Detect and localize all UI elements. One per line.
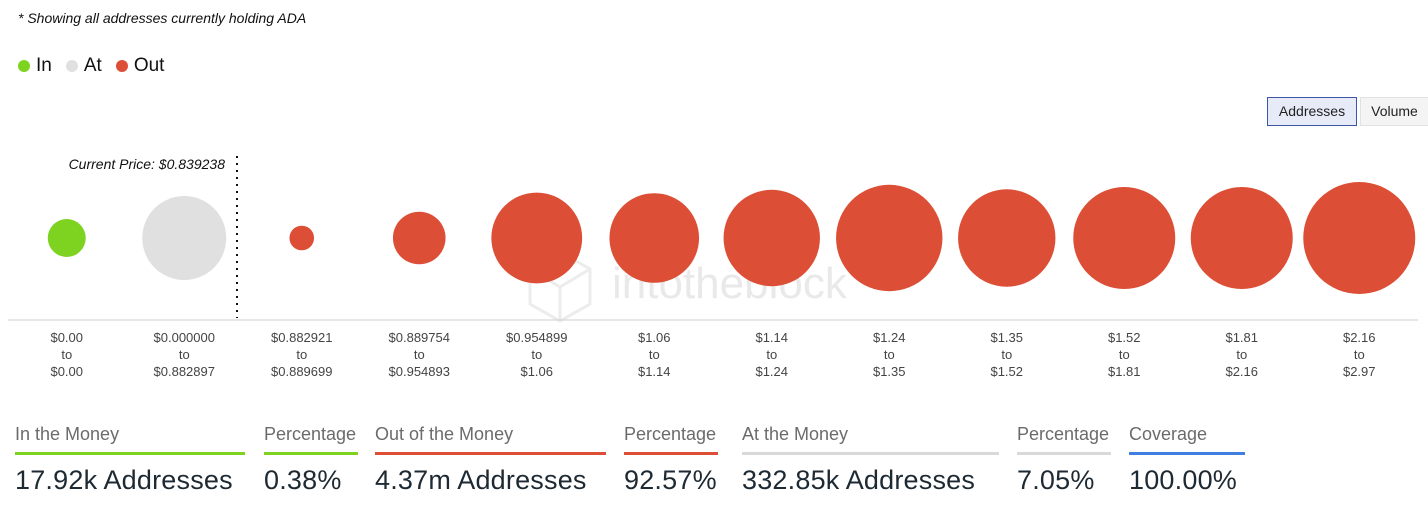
legend-in-dot [18, 60, 30, 72]
x-tick-label-1-1: to [179, 347, 190, 362]
bubble-at-1[interactable] [142, 196, 227, 280]
legend-at-label: At [83, 55, 102, 76]
x-tick-label-0-0: $0.00 [50, 330, 83, 345]
stat-in-the-money: In the Money 17.92k Addresses [15, 424, 245, 496]
stat-out-of-the-money-value: 4.37m Addresses [375, 465, 587, 495]
bubble-out-10[interactable] [1190, 187, 1293, 289]
x-tick-label-3-0: $0.889754 [389, 330, 450, 345]
iomap-bubble-chart: intotheblock Current Price: $0.839238 $0… [8, 156, 1418, 379]
bubble-in-0[interactable] [47, 219, 86, 257]
x-tick-label-6-0: $1.14 [755, 330, 788, 345]
x-tick-label-8-2: $1.52 [990, 364, 1023, 379]
bubble-out-5[interactable] [609, 193, 700, 283]
stat-in-the-money-label: In the Money [15, 424, 245, 455]
x-tick-label-1-0: $0.000000 [154, 330, 215, 345]
bubble-out-6[interactable] [723, 189, 820, 287]
x-tick-label-5-2: $1.14 [638, 364, 671, 379]
stat-coverage: Coverage 100.00% [1129, 424, 1245, 496]
x-tick-label-11-2: $2.97 [1343, 364, 1376, 379]
x-tick-label-2-2: $0.889699 [271, 364, 332, 379]
x-tick-label-0-2: $0.00 [50, 364, 83, 379]
legend-out-dot [115, 60, 128, 72]
x-tick-label-9-0: $1.52 [1108, 330, 1141, 345]
x-tick-label-11-0: $2.16 [1343, 330, 1376, 345]
stat-in-percentage: Percentage 0.38% [264, 424, 358, 496]
holding-note: * Showing all addresses currently holdin… [18, 10, 307, 26]
x-tick-label-3-1: to [414, 347, 425, 362]
x-tick-label-4-1: to [531, 347, 542, 362]
legend-in-label: In [36, 55, 52, 76]
x-tick-label-4-2: $1.06 [520, 364, 553, 379]
stat-in-the-money-value: 17.92k Addresses [15, 465, 233, 495]
stat-at-percentage-label: Percentage [1017, 424, 1111, 455]
bubble-out-11[interactable] [1303, 182, 1416, 294]
legend-at-dot [65, 60, 78, 72]
x-tick-label-5-0: $1.06 [638, 330, 671, 345]
stat-at-the-money: At the Money 332.85k Addresses [742, 424, 999, 496]
x-tick-label-7-0: $1.24 [873, 330, 906, 345]
stat-at-percentage-value: 7.05% [1017, 465, 1095, 495]
bubble-layer [47, 182, 1416, 294]
legend-item-out[interactable]: Out [115, 55, 165, 77]
legend-item-at[interactable]: At [65, 55, 102, 77]
x-tick-label-2-1: to [296, 347, 307, 362]
stat-in-percentage-label: Percentage [264, 424, 358, 455]
stat-in-percentage-value: 0.38% [264, 465, 342, 495]
legend-out-label: Out [133, 55, 165, 76]
x-tick-label-6-1: to [766, 347, 777, 362]
x-tick-label-11-1: to [1354, 347, 1365, 362]
volume-toggle-button[interactable]: Volume [1360, 97, 1428, 126]
x-tick-label-6-2: $1.24 [755, 364, 788, 379]
bubble-out-8[interactable] [958, 189, 1056, 287]
x-tick-label-2-0: $0.882921 [271, 330, 332, 345]
x-tick-label-1-2: $0.882897 [154, 364, 215, 379]
bubble-out-2[interactable] [289, 225, 315, 251]
x-axis-ticks: $0.00 to $0.00 $0.000000 to $0.882897 $0.88292… [50, 330, 1375, 379]
x-tick-label-5-1: to [649, 347, 660, 362]
stat-out-percentage-value: 92.57% [624, 465, 717, 495]
x-tick-label-10-0: $1.81 [1225, 330, 1258, 345]
x-tick-label-0-1: to [61, 347, 72, 362]
x-tick-label-7-1: to [884, 347, 895, 362]
current-price-label: Current Price: $0.839238 [69, 156, 226, 172]
stat-coverage-label: Coverage [1129, 424, 1245, 455]
stat-at-the-money-label: At the Money [742, 424, 999, 455]
x-tick-label-7-2: $1.35 [873, 364, 906, 379]
stat-out-of-the-money-label: Out of the Money [375, 424, 606, 455]
x-tick-label-8-0: $1.35 [990, 330, 1023, 345]
chart-legend: In At Out [18, 55, 178, 77]
addresses-toggle-button[interactable]: Addresses [1267, 97, 1357, 126]
x-tick-label-10-1: to [1236, 347, 1247, 362]
legend-item-in[interactable]: In [18, 55, 52, 77]
bubble-out-9[interactable] [1073, 187, 1176, 289]
bubble-out-7[interactable] [836, 184, 943, 292]
x-tick-label-8-1: to [1001, 347, 1012, 362]
x-tick-label-4-0: $0.954899 [506, 330, 567, 345]
stat-out-percentage-label: Percentage [624, 424, 718, 455]
x-tick-label-9-1: to [1119, 347, 1130, 362]
x-tick-label-10-2: $2.16 [1225, 364, 1258, 379]
stat-coverage-value: 100.00% [1129, 465, 1237, 495]
stat-out-percentage: Percentage 92.57% [624, 424, 718, 496]
stat-out-of-the-money: Out of the Money 4.37m Addresses [375, 424, 606, 496]
x-tick-label-9-2: $1.81 [1108, 364, 1141, 379]
bubble-out-3[interactable] [392, 211, 446, 265]
stat-at-the-money-value: 332.85k Addresses [742, 465, 976, 495]
x-tick-label-3-2: $0.954893 [389, 364, 450, 379]
bubble-out-4[interactable] [491, 192, 583, 284]
stat-at-percentage: Percentage 7.05% [1017, 424, 1111, 496]
